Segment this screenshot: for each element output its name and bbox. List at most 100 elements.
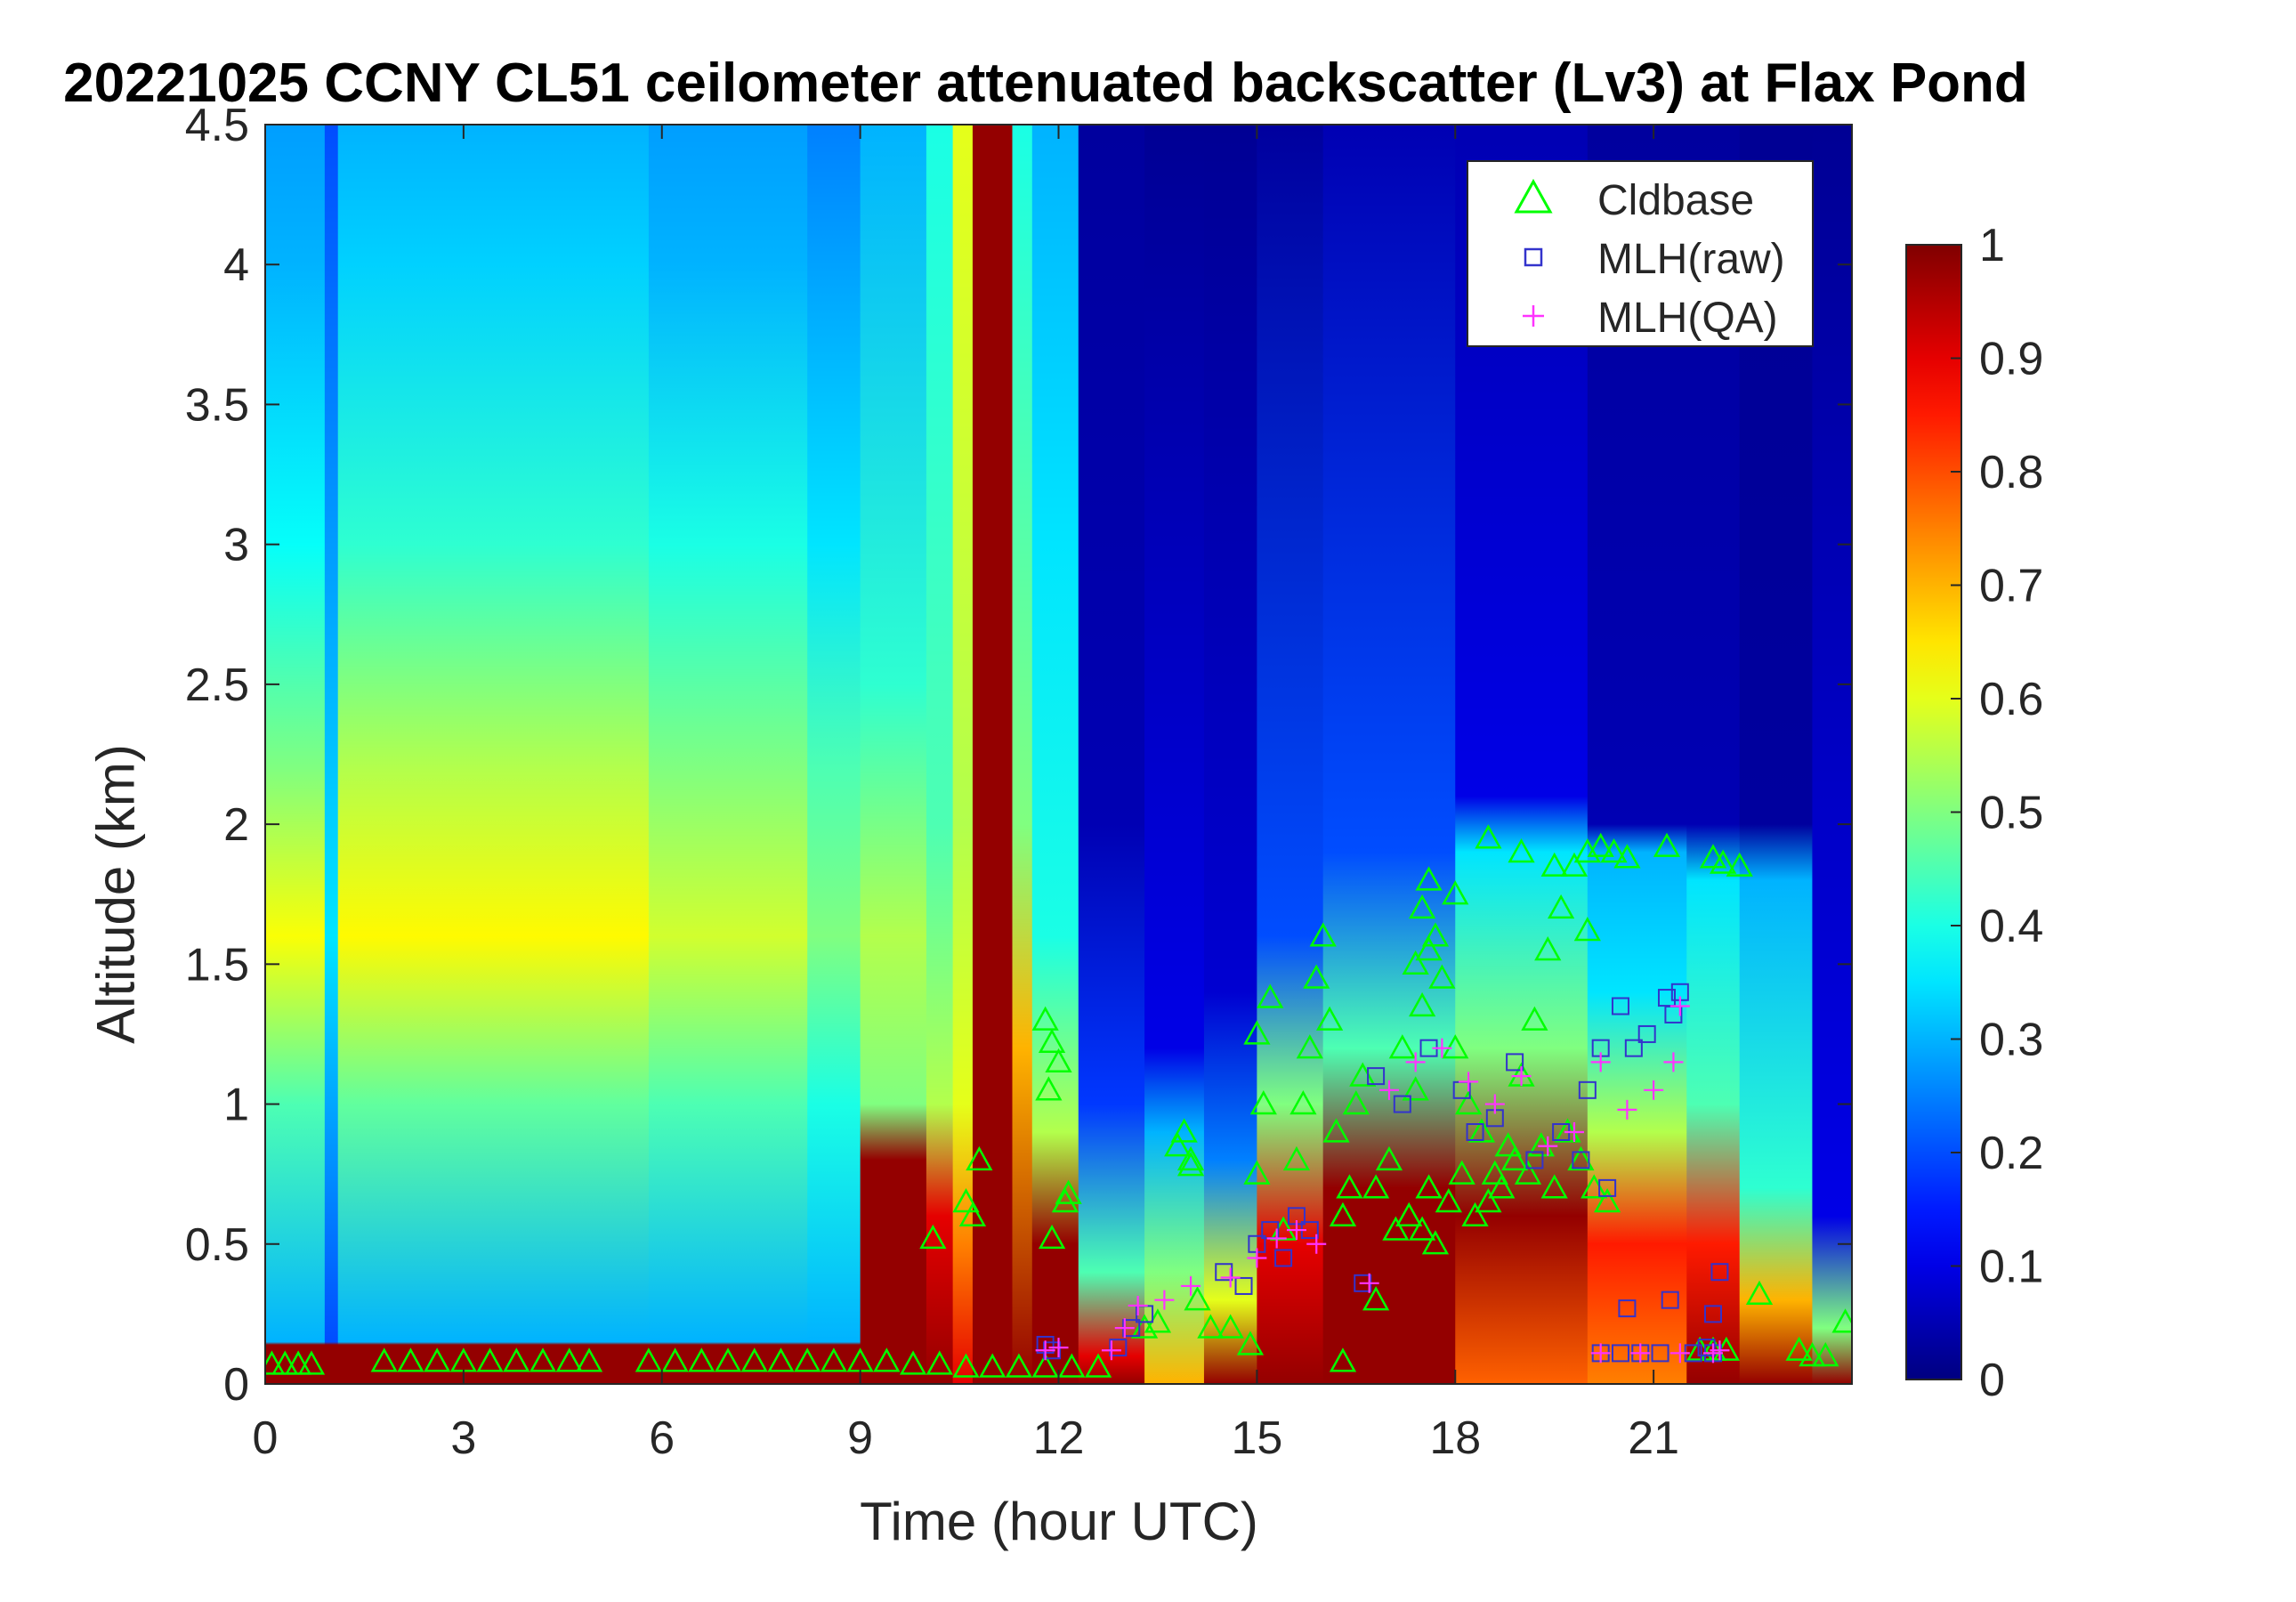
cldbase-marker xyxy=(1408,1216,1436,1241)
mlh-qa-marker xyxy=(1617,1099,1637,1120)
cldbase-marker xyxy=(503,1347,530,1372)
y-tick-label: 2.5 xyxy=(185,659,249,711)
cldbase-marker xyxy=(1428,964,1456,989)
cldbase-marker xyxy=(1540,852,1568,877)
cldbase-marker xyxy=(1035,1076,1063,1101)
x-tick-label: 18 xyxy=(1429,1412,1481,1464)
cldbase-marker xyxy=(1388,1034,1416,1059)
cldbase-marker xyxy=(1494,1132,1522,1157)
mlh-raw-marker xyxy=(1525,1151,1544,1169)
cldbase-marker xyxy=(1322,1118,1350,1143)
cldbase-marker xyxy=(271,1350,299,1375)
mlh-raw-marker xyxy=(1618,1299,1637,1318)
cldbase-marker xyxy=(1058,1353,1086,1378)
heatmap-column xyxy=(807,125,861,1384)
cldbase-marker xyxy=(1593,1188,1621,1213)
cldbase-marker xyxy=(1567,1145,1595,1171)
cldbase-marker xyxy=(1812,1341,1839,1367)
cldbase-marker xyxy=(966,1145,993,1171)
cldbase-marker xyxy=(1375,1145,1403,1171)
mlh-qa-marker xyxy=(1286,1220,1306,1241)
cldbase-marker xyxy=(958,1202,987,1226)
colorbar-tick-label: 0.3 xyxy=(1979,1015,2043,1066)
colorbar-tick-label: 0.8 xyxy=(1979,447,2043,498)
cldbase-marker xyxy=(1442,1034,1469,1059)
cldbase-marker xyxy=(952,1353,980,1378)
mlh-raw-marker xyxy=(1274,1249,1293,1267)
mlh-qa-marker xyxy=(1484,1094,1505,1114)
cldbase-marker xyxy=(1197,1314,1225,1339)
cldbase-marker xyxy=(285,1350,312,1375)
cldbase-marker xyxy=(1699,844,1727,869)
mlh-qa-marker xyxy=(1306,1234,1327,1254)
legend-label: MLH(QA) xyxy=(1597,295,1778,342)
mlh-qa-marker xyxy=(1035,1340,1055,1361)
cldbase-marker xyxy=(1613,844,1641,869)
cldbase-marker xyxy=(1442,880,1469,905)
cldbase-marker xyxy=(1448,1160,1475,1185)
cldbase-marker xyxy=(1045,1048,1072,1073)
colorbar-tick-label: 0.7 xyxy=(1979,561,2043,612)
mlh-qa-marker xyxy=(1154,1290,1175,1310)
cldbase-marker xyxy=(1249,1089,1277,1115)
cldbase-marker xyxy=(397,1347,424,1372)
cldbase-marker xyxy=(1415,936,1443,961)
colorbar-tick-label: 0.2 xyxy=(1979,1128,2043,1179)
heatmap-column xyxy=(972,125,1014,1384)
cldbase-marker xyxy=(688,1347,715,1372)
heatmap-column xyxy=(648,125,808,1384)
mlh-qa-marker xyxy=(1101,1340,1121,1361)
cldbase-marker xyxy=(1184,1286,1211,1311)
legend-entry-mlh-qa: MLH(QA) xyxy=(1468,287,1812,345)
y-tick-label: 1 xyxy=(223,1080,249,1131)
cldbase-marker xyxy=(1170,1118,1198,1143)
cldbase-marker xyxy=(1475,824,1502,849)
x-tick-label: 15 xyxy=(1231,1412,1282,1464)
mlh-raw-marker xyxy=(1637,1024,1656,1043)
cldbase-marker xyxy=(1342,1089,1370,1115)
heatmap-column xyxy=(1078,125,1145,1384)
heatmap-column xyxy=(952,125,974,1384)
cldbase-marker xyxy=(873,1347,901,1372)
cldbase-marker xyxy=(1402,950,1429,975)
cldbase-marker xyxy=(1243,1160,1271,1185)
mlh-qa-marker xyxy=(1590,1052,1611,1072)
mlh-raw-marker xyxy=(1710,1263,1729,1282)
cldbase-marker xyxy=(1745,1280,1774,1306)
mlh-raw-marker xyxy=(1661,1290,1679,1309)
mlh-qa-marker xyxy=(1669,1343,1690,1363)
cldbase-marker xyxy=(1038,1224,1066,1250)
cldbase-marker xyxy=(1521,1006,1548,1031)
cldbase-marker xyxy=(1785,1336,1813,1361)
mlh-qa-marker xyxy=(1511,1066,1532,1087)
heatmap-column xyxy=(1012,125,1033,1384)
cldbase-marker xyxy=(1382,1216,1410,1241)
cldbase-marker xyxy=(1488,1174,1516,1199)
y-tick-label: 0.5 xyxy=(185,1219,249,1271)
cldbase-marker xyxy=(1289,1089,1317,1115)
cldbase-marker xyxy=(767,1347,795,1372)
mlh-raw-marker xyxy=(1506,1053,1524,1072)
y-tick-label: 4.5 xyxy=(185,100,249,151)
cldbase-marker xyxy=(714,1347,742,1372)
legend: Cldbase MLH(raw) MLH(QA) xyxy=(1467,160,1814,347)
cldbase-marker xyxy=(1236,1331,1265,1355)
cldbase-marker xyxy=(1176,1145,1205,1171)
cldbase-marker xyxy=(1176,1152,1205,1177)
mlh-raw-marker xyxy=(1572,1151,1590,1169)
cldbase-marker xyxy=(1421,1230,1450,1255)
cldbase-marker xyxy=(1257,983,1284,1008)
mlh-qa-marker xyxy=(1128,1295,1148,1315)
chart-title: 20221025 CCNY CL51 ceilometer attenuated… xyxy=(63,53,2028,114)
heatmap-column xyxy=(1144,125,1205,1384)
mlh-qa-marker xyxy=(1405,1052,1426,1072)
mlh-raw-marker xyxy=(1234,1276,1253,1295)
triangle-marker-icon xyxy=(1514,178,1553,214)
heatmap-column xyxy=(1322,125,1456,1384)
cldbase-marker xyxy=(1454,1089,1483,1115)
heatmap-column xyxy=(1812,125,1852,1384)
cldbase-marker xyxy=(1031,1006,1059,1031)
mlh-qa-marker xyxy=(1181,1275,1201,1296)
mlh-qa-marker xyxy=(1459,1072,1479,1092)
